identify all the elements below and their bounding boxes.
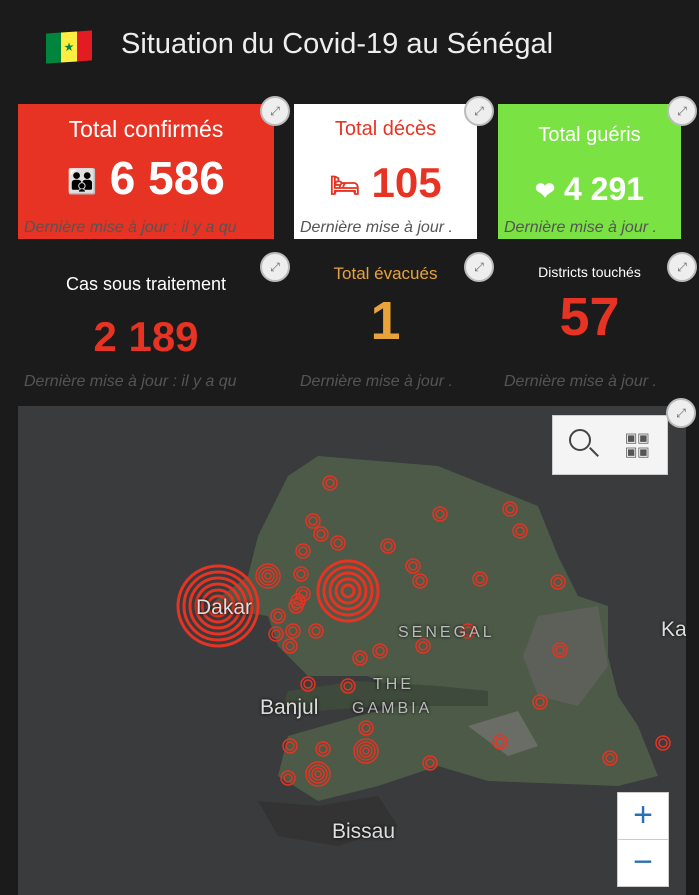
- search-icon-handle: [589, 447, 599, 457]
- page-title: Situation du Covid-19 au Sénégal: [121, 28, 554, 60]
- case-marker[interactable]: [282, 638, 298, 654]
- case-marker[interactable]: [380, 538, 396, 554]
- case-marker[interactable]: [532, 694, 548, 710]
- senegal-flag-icon: ★: [46, 30, 92, 64]
- stat-label: Total confirmés: [68, 116, 224, 142]
- case-marker[interactable]: [492, 734, 508, 750]
- case-marker[interactable]: [176, 564, 260, 648]
- search-icon[interactable]: [569, 429, 591, 451]
- case-marker[interactable]: [412, 573, 428, 589]
- stat-label: Cas sous traitement: [65, 274, 227, 294]
- expand-icon[interactable]: ⤢: [260, 96, 290, 126]
- map-canvas: [18, 406, 686, 895]
- map[interactable]: Dakar SENEGAL THE GAMBIA Banjul Bissau K…: [18, 406, 686, 895]
- case-marker[interactable]: [313, 526, 329, 542]
- stat-label: Total évacués: [333, 264, 438, 283]
- case-marker[interactable]: [550, 574, 566, 590]
- case-marker[interactable]: [432, 506, 448, 522]
- case-marker[interactable]: [552, 642, 568, 658]
- case-marker[interactable]: [352, 650, 368, 666]
- stat-label: Total guéris: [538, 124, 641, 146]
- case-marker[interactable]: [340, 678, 356, 694]
- case-marker[interactable]: [305, 513, 321, 529]
- last-update-text: Dernière mise à jour : il y a qu: [24, 219, 237, 236]
- case-marker[interactable]: [282, 738, 298, 754]
- stat-label: Total décès: [334, 118, 437, 140]
- place-label-kayes: Ka: [661, 618, 686, 641]
- family-icon: 👪: [67, 168, 97, 196]
- expand-icon[interactable]: ⤢: [464, 96, 494, 126]
- stat-card[interactable]: Total guéris ❤ 4 291 Dernière mise à jou…: [498, 104, 681, 239]
- expand-icon[interactable]: ⤢: [464, 252, 494, 282]
- senegal-land: [208, 456, 658, 801]
- place-label-gambia: GAMBIA: [352, 700, 433, 717]
- zoom-out-button[interactable]: −: [617, 839, 669, 887]
- case-marker[interactable]: [502, 501, 518, 517]
- heart-leaf-icon: ❤: [534, 178, 556, 206]
- case-marker[interactable]: [372, 643, 388, 659]
- header: ★ Situation du Covid-19 au Sénégal: [0, 0, 699, 95]
- expand-icon[interactable]: ⤢: [667, 96, 697, 126]
- case-marker[interactable]: [295, 543, 311, 559]
- case-marker[interactable]: [308, 623, 324, 639]
- case-marker[interactable]: [415, 638, 431, 654]
- stat-value: 57: [559, 287, 620, 347]
- last-update-text: Dernière mise à jour .: [504, 219, 657, 236]
- place-label-the: THE: [373, 676, 414, 693]
- case-marker[interactable]: [255, 563, 281, 589]
- case-marker[interactable]: [268, 626, 284, 642]
- case-marker[interactable]: [405, 558, 421, 574]
- stat-card[interactable]: Total confirmés 👪 6 586 Dernière mise à …: [18, 104, 274, 239]
- stat-card[interactable]: Total évacués 1 Dernière mise à jour .: [294, 258, 477, 393]
- case-marker[interactable]: [602, 750, 618, 766]
- case-marker[interactable]: [293, 566, 309, 582]
- gambia-land: [283, 681, 488, 711]
- stat-value: 105: [371, 159, 442, 206]
- case-marker[interactable]: [280, 770, 296, 786]
- stat-value: 4 291: [563, 171, 645, 207]
- case-marker[interactable]: [322, 475, 338, 491]
- stat-label: Districts touchés: [538, 264, 641, 280]
- place-label-senegal: SENEGAL: [398, 624, 495, 641]
- place-label-banjul: Banjul: [260, 696, 319, 719]
- case-marker[interactable]: [422, 755, 438, 771]
- case-marker[interactable]: [460, 623, 476, 639]
- last-update-text: Dernière mise à jour .: [300, 373, 453, 390]
- last-update-text: Dernière mise à jour .: [504, 373, 657, 390]
- expand-icon[interactable]: ⤢: [667, 252, 697, 282]
- stat-value: 1: [370, 291, 401, 351]
- last-update-text: Dernière mise à jour .: [300, 219, 453, 236]
- case-marker[interactable]: [305, 761, 331, 787]
- stat-value: 2 189: [93, 313, 199, 360]
- place-label-dakar: Dakar: [196, 596, 253, 619]
- case-marker[interactable]: [353, 738, 379, 764]
- expand-map-icon[interactable]: ⤢: [666, 398, 696, 428]
- hospital-bed-icon: 🛏: [329, 172, 360, 200]
- stat-card[interactable]: Cas sous traitement 2 189 Dernière mise …: [18, 258, 274, 393]
- stat-card[interactable]: Districts touchés 57 Dernière mise à jou…: [498, 258, 681, 393]
- case-marker[interactable]: [290, 593, 306, 609]
- case-marker[interactable]: [655, 735, 671, 751]
- case-marker[interactable]: [316, 559, 380, 623]
- case-marker[interactable]: [512, 523, 528, 539]
- case-marker[interactable]: [285, 623, 301, 639]
- guinea-bissau-land: [258, 796, 398, 846]
- case-marker[interactable]: [315, 741, 331, 757]
- place-label-bissau: Bissau: [332, 820, 396, 843]
- stat-value: 6 586: [109, 152, 225, 204]
- case-marker[interactable]: [358, 720, 374, 736]
- stat-card[interactable]: Total décès 🛏 105 Dernière mise à jour .: [294, 104, 477, 239]
- case-marker[interactable]: [300, 676, 316, 692]
- last-update-text: Dernière mise à jour : il y a qu: [24, 373, 237, 390]
- case-marker[interactable]: [270, 608, 286, 624]
- case-marker[interactable]: [472, 571, 488, 587]
- basemap-gallery-icon[interactable]: ▣▣ ▣▣: [625, 430, 650, 459]
- map-toolbar: ▣▣ ▣▣: [552, 415, 668, 475]
- expand-icon[interactable]: ⤢: [260, 252, 290, 282]
- case-marker[interactable]: [330, 535, 346, 551]
- zoom-in-button[interactable]: +: [617, 792, 669, 840]
